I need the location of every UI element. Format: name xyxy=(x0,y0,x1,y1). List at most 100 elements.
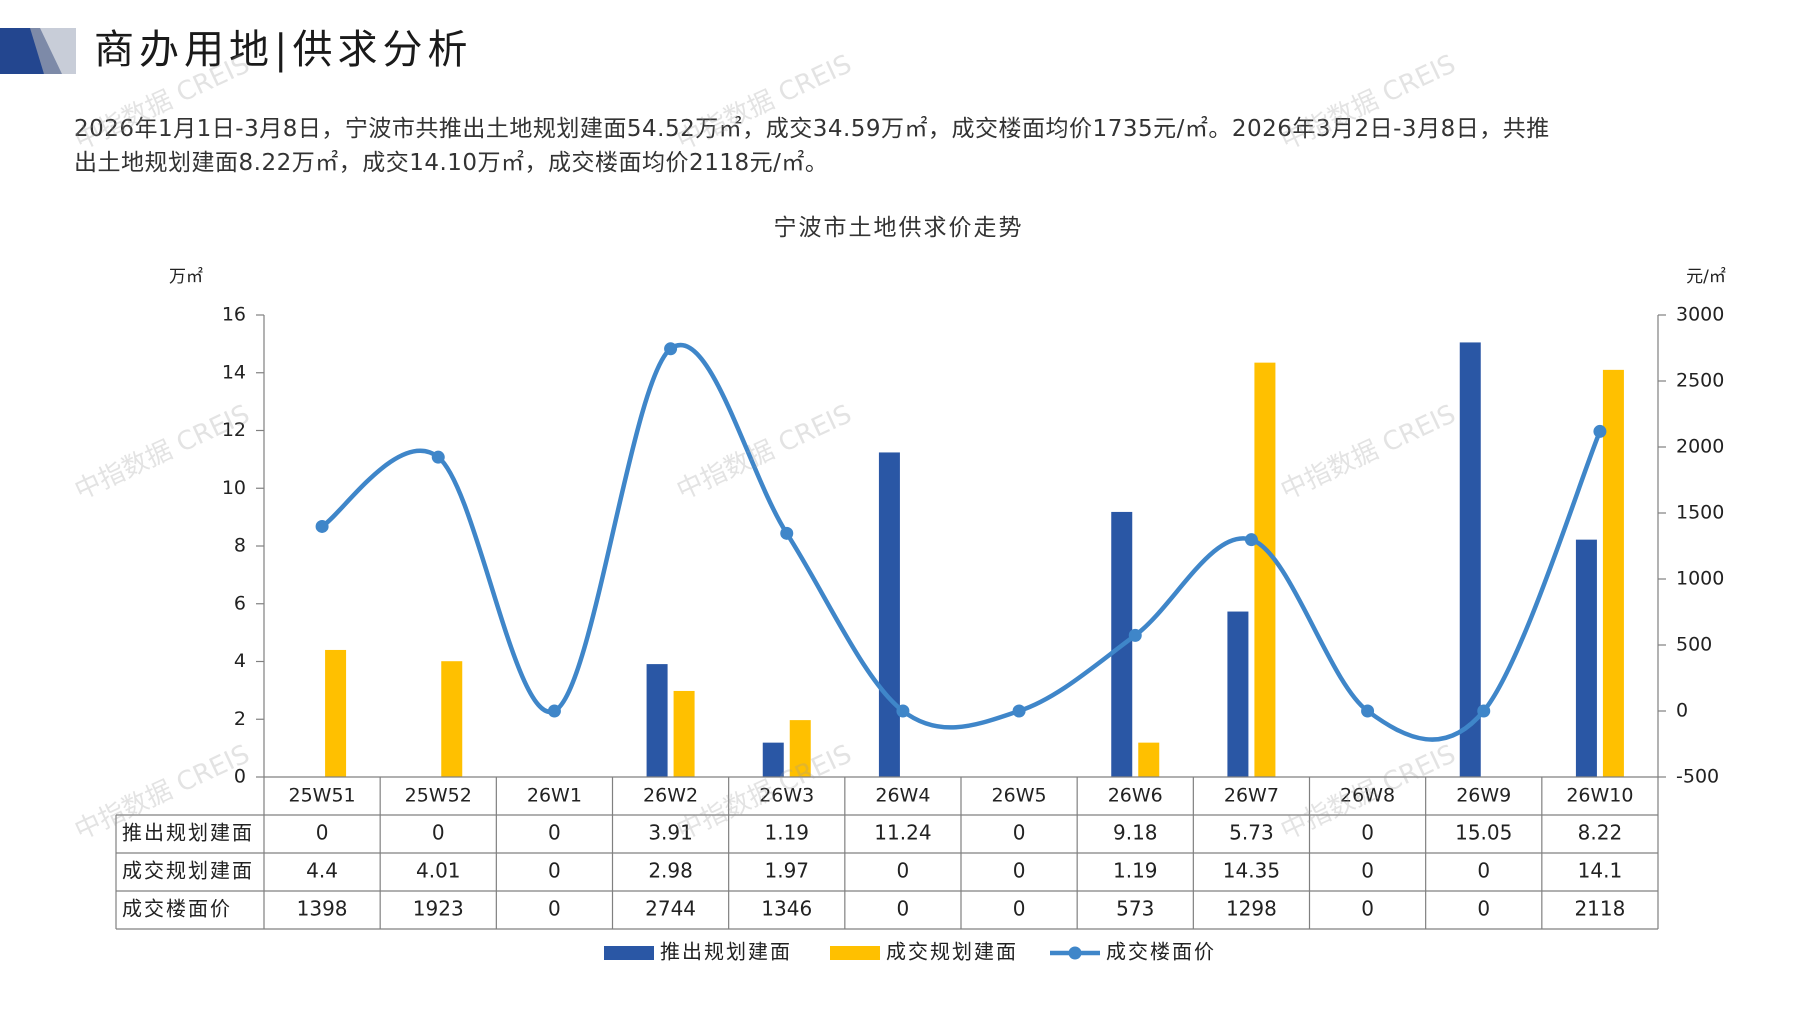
table-cell: 2.98 xyxy=(648,859,693,883)
summary-text: 2026年1月1日-3月8日，宁波市共推出土地规划建面54.52万㎡，成交34.… xyxy=(74,112,1724,180)
x-tick-label: 26W8 xyxy=(1340,785,1395,807)
x-tick-label: 26W1 xyxy=(527,785,582,807)
table-cell: 0 xyxy=(1013,859,1026,883)
legend-swatch-marker xyxy=(1068,946,1082,960)
table-row-label: 成交楼面价 xyxy=(122,897,232,921)
y-tick-label-right: 2000 xyxy=(1676,436,1724,458)
x-tick-label: 25W52 xyxy=(405,785,472,807)
table-cell: 0 xyxy=(1361,859,1374,883)
y-tick-label-right: 1000 xyxy=(1676,568,1724,590)
bar-supply xyxy=(762,742,784,777)
table-cell: 573 xyxy=(1116,897,1154,921)
x-tick-label: 26W10 xyxy=(1566,785,1633,807)
x-tick-label: 26W2 xyxy=(643,785,698,807)
y-tick-label-left: 16 xyxy=(222,304,246,326)
table-cell: 14.35 xyxy=(1223,859,1280,883)
bar-supply xyxy=(1227,611,1249,777)
summary-line-2: 出土地规划建面8.22万㎡，成交14.10万㎡，成交楼面均价2118元/㎡。 xyxy=(74,150,829,176)
table-cell: 15.05 xyxy=(1455,821,1512,845)
table-cell: 0 xyxy=(1013,897,1026,921)
table-cell: 0 xyxy=(1477,897,1490,921)
table-cell: 4.4 xyxy=(306,859,338,883)
table-cell: 8.22 xyxy=(1578,821,1623,845)
table-cell: 0 xyxy=(1361,897,1374,921)
y-tick-label-right: 1500 xyxy=(1676,502,1724,524)
table-cell: 2118 xyxy=(1574,897,1625,921)
y-tick-label-left: 10 xyxy=(222,477,246,499)
page-title: 商办用地|供求分析 xyxy=(94,27,473,73)
table-cell: 1.19 xyxy=(1113,859,1158,883)
price-point xyxy=(664,342,678,356)
table-cell: 0 xyxy=(1477,859,1490,883)
x-tick-label: 26W5 xyxy=(992,785,1047,807)
price-point xyxy=(1477,704,1491,718)
table-cell: 0 xyxy=(548,897,561,921)
table-cell: 0 xyxy=(1013,821,1026,845)
y-tick-label-left: 4 xyxy=(234,650,246,672)
y-tick-label-left: 12 xyxy=(222,419,246,441)
table-cell: 11.24 xyxy=(874,821,931,845)
bar-supply xyxy=(1575,539,1597,777)
price-point xyxy=(431,450,445,464)
bar-deal xyxy=(1254,362,1276,777)
table-cell: 9.18 xyxy=(1113,821,1158,845)
legend-label: 成交规划建面 xyxy=(886,940,1018,964)
table-row-label: 推出规划建面 xyxy=(122,821,254,845)
legend-label: 成交楼面价 xyxy=(1106,940,1216,964)
x-tick-label: 25W51 xyxy=(289,785,356,807)
bar-supply xyxy=(878,452,900,777)
table-cell: 0 xyxy=(548,821,561,845)
table-cell: 0 xyxy=(897,897,910,921)
price-point xyxy=(1244,533,1258,547)
y-axis-label-left: 万㎡ xyxy=(169,267,203,287)
table-cell: 1923 xyxy=(413,897,464,921)
y-tick-label-left: 0 xyxy=(234,766,246,788)
y-tick-label-right: -500 xyxy=(1676,766,1719,788)
table-cell: 3.91 xyxy=(648,821,693,845)
x-tick-label: 26W4 xyxy=(875,785,930,807)
bar-deal xyxy=(441,661,463,777)
y-tick-label-right: 0 xyxy=(1676,700,1688,722)
y-tick-label-right: 500 xyxy=(1676,634,1712,656)
bar-deal xyxy=(1138,742,1160,777)
table-cell: 2744 xyxy=(645,897,696,921)
table-row-label: 成交规划建面 xyxy=(122,859,254,883)
price-line xyxy=(320,343,1602,742)
chart-title: 宁波市土地供求价走势 xyxy=(773,215,1024,241)
price-point xyxy=(780,526,794,540)
bar-deal xyxy=(1602,369,1624,777)
table-cell: 1346 xyxy=(761,897,812,921)
price-point xyxy=(1593,424,1607,438)
x-tick-label: 26W7 xyxy=(1224,785,1279,807)
table-cell: 0 xyxy=(548,859,561,883)
y-tick-label-right: 3000 xyxy=(1676,304,1724,326)
y-tick-label-left: 14 xyxy=(222,361,246,383)
table-cell: 0 xyxy=(432,821,445,845)
x-tick-label: 26W6 xyxy=(1108,785,1163,807)
legend-label: 推出规划建面 xyxy=(660,940,792,964)
price-point xyxy=(896,704,910,718)
table-cell: 1.97 xyxy=(764,859,809,883)
table-cell: 1398 xyxy=(297,897,348,921)
legend-swatch xyxy=(604,946,654,960)
bar-supply xyxy=(1459,342,1481,777)
price-point xyxy=(547,704,561,718)
table-cell: 14.1 xyxy=(1578,859,1623,883)
price-point xyxy=(1012,704,1026,718)
x-tick-label: 26W3 xyxy=(759,785,814,807)
y-axis-label-right: 元/㎡ xyxy=(1686,267,1726,287)
table-cell: 4.01 xyxy=(416,859,461,883)
legend-swatch xyxy=(830,946,880,960)
bar-deal xyxy=(789,720,811,777)
table-cell: 1298 xyxy=(1226,897,1277,921)
price-point xyxy=(315,519,329,533)
price-point xyxy=(1128,628,1142,642)
x-tick-label: 26W9 xyxy=(1456,785,1511,807)
y-tick-label-left: 8 xyxy=(234,535,246,557)
bar-supply xyxy=(646,664,668,777)
price-point xyxy=(1361,704,1375,718)
bar-deal xyxy=(325,649,347,777)
table-cell: 0 xyxy=(1361,821,1374,845)
header-decor-dark xyxy=(0,28,44,74)
